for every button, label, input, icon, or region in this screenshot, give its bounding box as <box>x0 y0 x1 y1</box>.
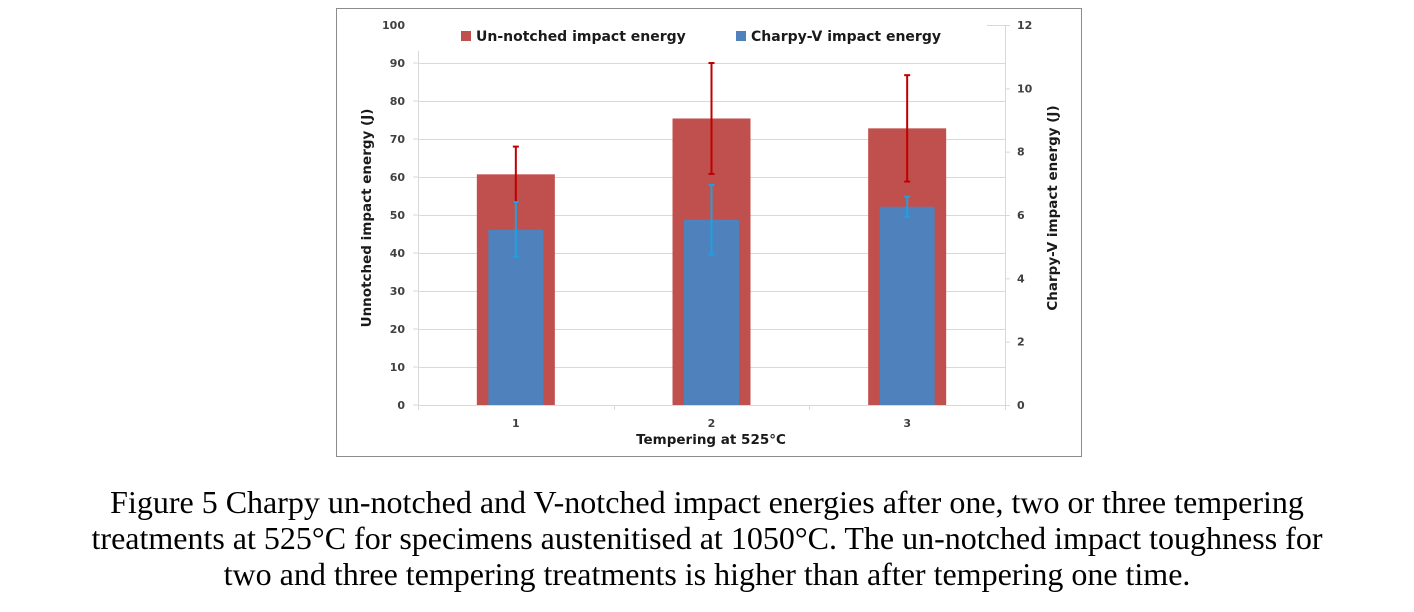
y-tick-label-right: 0 <box>1017 399 1025 412</box>
y-tick-label-left: 60 <box>390 171 406 184</box>
legend-label-unnotched: Un-notched impact energy <box>476 29 686 45</box>
figure-caption: Figure 5 Charpy un-notched and V-notched… <box>0 484 1414 592</box>
y-tick-label-right: 12 <box>1017 19 1032 32</box>
error-bar-charpy-v-3 <box>904 195 911 218</box>
y-tick-label-right: 6 <box>1017 209 1025 222</box>
y-tick-label-left: 10 <box>390 361 406 374</box>
error-bar-charpy-v-1 <box>512 201 519 259</box>
error-bar-unnotched-3 <box>904 74 911 183</box>
y-tick-label-left: 70 <box>390 133 406 146</box>
y-tick-label-left: 100 <box>382 19 405 32</box>
legend: Un-notched impact energy Charpy-V impact… <box>461 29 941 45</box>
y-tick-label-left: 80 <box>390 95 406 108</box>
x-tick-label: 1 <box>512 417 520 430</box>
y-tick-label-right: 2 <box>1017 336 1025 349</box>
legend-label-charpy-v: Charpy-V impact energy <box>751 29 941 45</box>
caption-line-1: Figure 5 Charpy un-notched and V-notched… <box>110 484 1304 520</box>
caption-line-2: treatments at 525°C for specimens austen… <box>91 520 1323 556</box>
x-tick-label: 3 <box>903 417 911 430</box>
y-tick-label-left: 90 <box>390 57 406 70</box>
legend-swatch-unnotched <box>461 31 471 41</box>
y-tick-label-left: 30 <box>390 285 406 298</box>
y-tick-label-right: 10 <box>1017 82 1033 95</box>
error-bar-charpy-v-2 <box>708 183 715 256</box>
legend-swatch-charpy-v <box>736 31 746 41</box>
caption-line-3: two and three tempering treatments is hi… <box>223 556 1191 592</box>
axes <box>413 25 1010 410</box>
x-axis-title: Tempering at 525°C <box>636 432 786 448</box>
error-bar-unnotched-2 <box>708 62 715 175</box>
y-axis-title-right: Charpy-V impact energy (J) <box>1045 105 1061 310</box>
bar-charpy-v-3 <box>879 206 935 405</box>
bar-charpy-v-1 <box>488 229 544 405</box>
y-tick-label-left: 20 <box>390 323 406 336</box>
y-tick-label-right: 4 <box>1017 272 1025 285</box>
y-tick-label-left: 50 <box>390 209 406 222</box>
y-tick-label-left: 40 <box>390 247 406 260</box>
y-axis-title-left: Unnotched impact energy (J) <box>359 109 375 328</box>
bars <box>476 62 947 406</box>
y-tick-label-left: 0 <box>397 399 405 412</box>
x-tick-label: 2 <box>708 417 716 430</box>
y-tick-label-right: 8 <box>1017 146 1025 159</box>
